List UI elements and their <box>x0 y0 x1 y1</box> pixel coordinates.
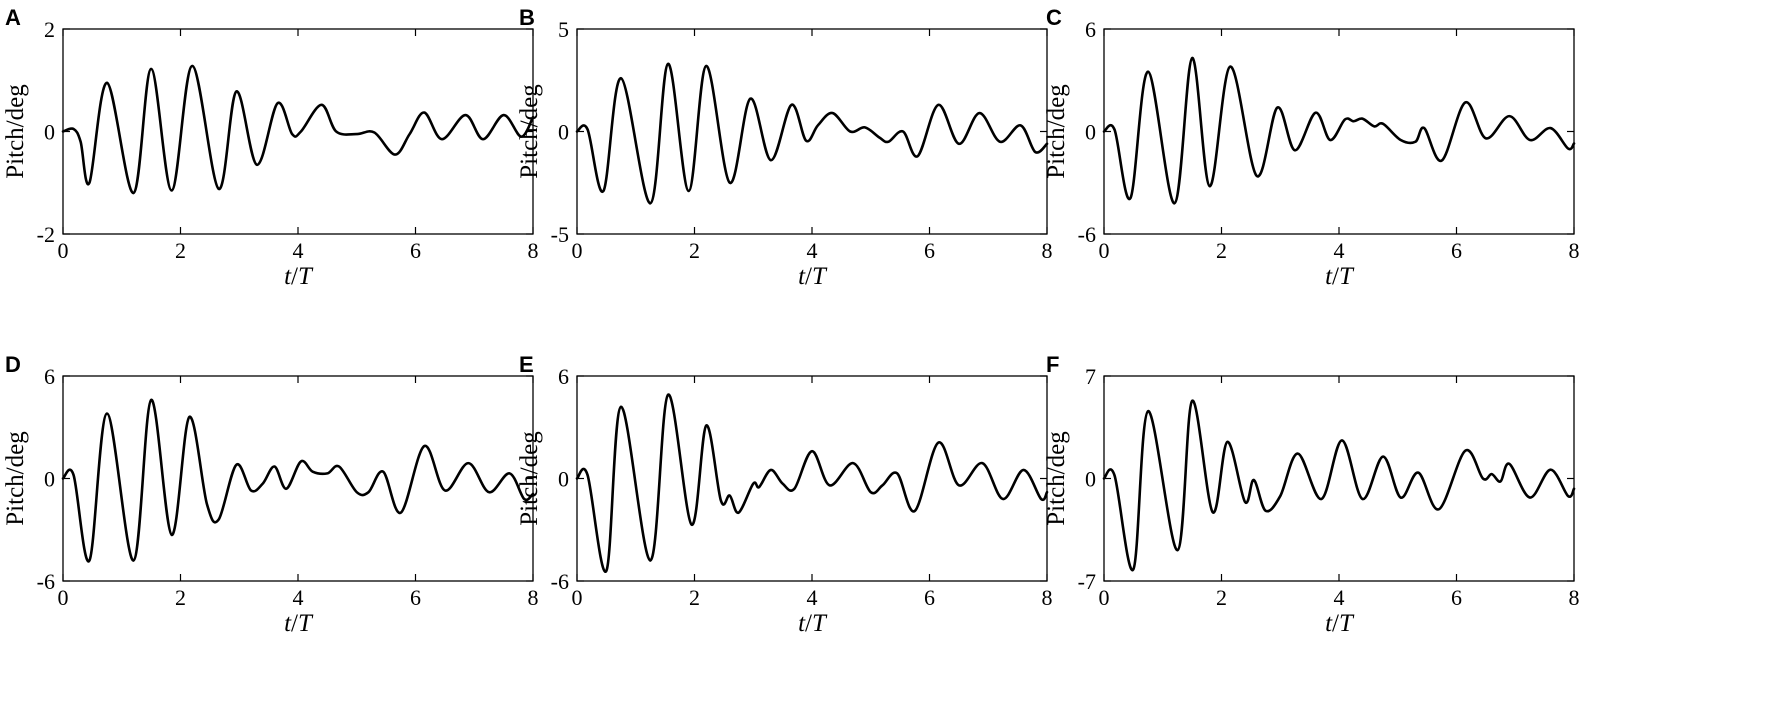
panel-letter-e: E <box>519 352 534 377</box>
y-tick-label-e-0: -6 <box>551 569 569 594</box>
pitch-series-a <box>61 64 535 195</box>
y-axis-label-f: Pitch/deg <box>1043 431 1070 526</box>
x-tick-label-f-1: 2 <box>1216 585 1227 610</box>
x-tick-label-d-4: 8 <box>528 585 539 610</box>
plot-frame-a <box>62 28 534 235</box>
y-axis-label-d: Pitch/deg <box>2 431 29 526</box>
y-tick-label-a-1: 0 <box>44 120 55 145</box>
panel-letter-f: F <box>1046 352 1059 377</box>
y-tick-label-a-2: 2 <box>44 17 55 42</box>
x-tick-label-e-3: 6 <box>924 585 935 610</box>
panel-letter-d: D <box>5 352 21 377</box>
y-axis-label-c: Pitch/deg <box>1043 84 1070 179</box>
x-tick-label-d-1: 2 <box>175 585 186 610</box>
y-tick-label-b-1: 0 <box>558 120 569 145</box>
pitch-series-b <box>575 62 1049 205</box>
y-tick-label-c-2: 6 <box>1085 17 1096 42</box>
x-axis-label-b: t/T <box>798 263 828 290</box>
panel-letter-c: C <box>1046 5 1062 30</box>
y-axis-label-a: Pitch/deg <box>2 84 29 179</box>
y-tick-label-f-2: 7 <box>1085 364 1096 389</box>
x-tick-label-c-3: 6 <box>1451 238 1462 263</box>
y-tick-label-b-0: -5 <box>551 222 569 247</box>
plot-frame-f <box>1103 375 1575 582</box>
x-tick-label-a-2: 4 <box>293 238 304 263</box>
plot-frame-d <box>62 375 534 582</box>
x-tick-label-f-3: 6 <box>1451 585 1462 610</box>
x-tick-label-b-1: 2 <box>689 238 700 263</box>
y-tick-label-b-2: 5 <box>558 17 569 42</box>
x-tick-label-e-4: 8 <box>1042 585 1053 610</box>
x-tick-label-e-0: 0 <box>572 585 583 610</box>
x-axis-label-f: t/T <box>1325 610 1355 637</box>
x-tick-label-b-0: 0 <box>572 238 583 263</box>
x-axis-label-d: t/T <box>284 610 314 637</box>
plot-frame-b <box>576 28 1048 235</box>
x-axis-label-c: t/T <box>1325 263 1355 290</box>
x-tick-label-d-3: 6 <box>410 585 421 610</box>
x-tick-label-f-4: 8 <box>1569 585 1580 610</box>
panel-letter-a: A <box>5 5 21 30</box>
pitch-series-c <box>1102 56 1576 205</box>
x-tick-label-c-0: 0 <box>1099 238 1110 263</box>
y-axis-label-e: Pitch/deg <box>516 431 543 526</box>
y-tick-label-c-1: 0 <box>1085 120 1096 145</box>
panel-letter-b: B <box>519 5 535 30</box>
y-tick-label-a-0: -2 <box>37 222 55 247</box>
pitch-series-f <box>1102 399 1576 572</box>
x-tick-label-f-2: 4 <box>1334 585 1345 610</box>
x-tick-label-a-1: 2 <box>175 238 186 263</box>
x-tick-label-b-4: 8 <box>1042 238 1053 263</box>
x-tick-label-b-2: 4 <box>807 238 818 263</box>
x-tick-label-d-0: 0 <box>58 585 69 610</box>
x-tick-label-a-4: 8 <box>528 238 539 263</box>
y-tick-label-d-2: 6 <box>44 364 55 389</box>
x-tick-label-a-0: 0 <box>58 238 69 263</box>
x-axis-label-a: t/T <box>284 263 314 290</box>
y-tick-label-f-1: 0 <box>1085 467 1096 492</box>
y-tick-label-e-2: 6 <box>558 364 569 389</box>
x-tick-label-c-2: 4 <box>1334 238 1345 263</box>
y-tick-label-c-0: -6 <box>1078 222 1096 247</box>
y-tick-label-e-1: 0 <box>558 467 569 492</box>
x-tick-label-f-0: 0 <box>1099 585 1110 610</box>
y-tick-label-f-0: -7 <box>1078 569 1096 594</box>
y-tick-label-d-1: 0 <box>44 467 55 492</box>
x-tick-label-d-2: 4 <box>293 585 304 610</box>
y-tick-label-d-0: -6 <box>37 569 55 594</box>
x-tick-label-b-3: 6 <box>924 238 935 263</box>
x-axis-label-e: t/T <box>798 610 828 637</box>
x-tick-label-e-2: 4 <box>807 585 818 610</box>
y-axis-label-b: Pitch/deg <box>516 84 543 179</box>
x-tick-label-e-1: 2 <box>689 585 700 610</box>
pitch-series-e <box>575 393 1049 573</box>
x-tick-label-c-1: 2 <box>1216 238 1227 263</box>
pitch-series-d <box>61 398 535 563</box>
x-tick-label-c-4: 8 <box>1569 238 1580 263</box>
x-tick-label-a-3: 6 <box>410 238 421 263</box>
